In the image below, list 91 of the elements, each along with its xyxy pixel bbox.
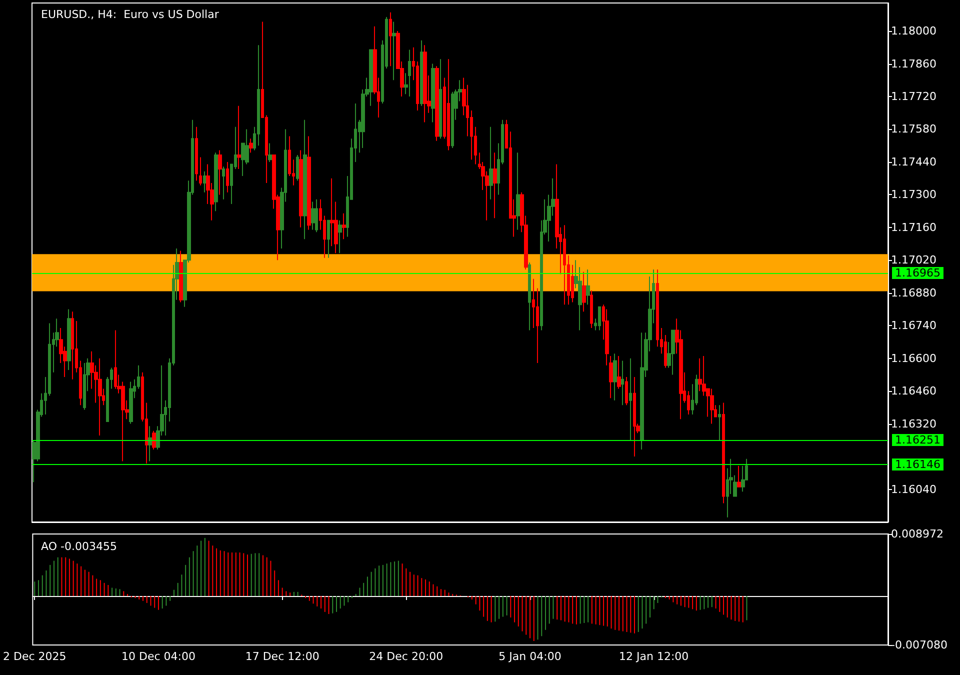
y-tick-label: 1.16040: [891, 482, 936, 496]
y-tick-label: -0.007080: [891, 638, 948, 652]
candlestick: [451, 91, 454, 148]
candlestick: [408, 49, 411, 98]
y-tick-label: 1.16460: [891, 384, 936, 398]
y-tick-label: 1.17160: [891, 220, 936, 234]
y-tick-label: 1.16320: [891, 417, 936, 430]
candlestick: [218, 150, 222, 196]
x-tick-label: 17 Dec 12:00: [245, 650, 320, 663]
candlestick: [222, 166, 225, 200]
y-tick-label: 1.17720: [891, 90, 936, 104]
candlestick: [489, 126, 493, 200]
candlestick: [439, 58, 442, 140]
candlestick: [493, 152, 497, 219]
candlestick: [249, 138, 253, 154]
candlestick: [268, 142, 272, 162]
y-tick-label: 1.17020: [891, 254, 936, 267]
candlestick: [598, 306, 601, 331]
ref-line-label: 1.16965: [895, 266, 940, 280]
candlestick: [307, 136, 311, 230]
candlestick: [327, 220, 330, 258]
candlestick: [435, 66, 439, 142]
candlestick: [420, 40, 423, 106]
candlestick: [516, 152, 520, 230]
candlestick: [629, 358, 632, 441]
candlestick: [315, 198, 318, 233]
candlestick: [633, 376, 636, 458]
text: AO -0.003455: [41, 540, 117, 553]
y-tick-label: 0.008972: [891, 528, 944, 540]
y-tick-label: 1.17860: [891, 57, 936, 70]
candlestick: [737, 465, 741, 488]
candlestick: [214, 152, 218, 212]
x-tick-label: 5 Jan 04:00: [498, 650, 562, 663]
candlestick: [203, 170, 206, 193]
candlestick: [431, 63, 435, 123]
x-tick-label: 2 Dec 2025: [2, 650, 66, 663]
candlestick: [71, 311, 74, 380]
candlestick: [369, 49, 373, 106]
ref-line-label: 1.16251: [895, 433, 940, 446]
candlestick: [621, 360, 624, 406]
x-tick-label: 12 Jan 12:00: [619, 650, 689, 663]
candlestick: [718, 404, 721, 441]
candlestick: [83, 362, 86, 410]
candlestick: [237, 105, 241, 170]
candlestick: [299, 150, 303, 228]
candlestick: [590, 290, 593, 328]
candlestick: [528, 262, 531, 331]
candlestick: [617, 356, 621, 390]
y-tick-label: 1.16880: [891, 286, 936, 300]
x-tick-label: 24 Dec 20:00: [369, 650, 444, 663]
y-tick-label: 1.17440: [891, 155, 936, 168]
candlestick: [195, 126, 198, 182]
candlestick: [698, 358, 702, 392]
y-tick-label: 1.18000: [891, 24, 936, 38]
candlestick: [722, 402, 725, 504]
candlestick: [342, 212, 346, 240]
candlestick: [199, 156, 202, 186]
candlestick: [613, 353, 617, 401]
text: EURUSD., H4: Euro vs US Dollar: [41, 8, 220, 21]
candlestick: [296, 154, 299, 182]
candlestick: [710, 388, 714, 424]
x-tick-label: 10 Dec 04:00: [121, 650, 196, 663]
candlestick: [392, 21, 396, 81]
y-tick-label: 1.16600: [891, 352, 936, 365]
candlestick: [311, 201, 315, 230]
candlestick: [447, 58, 450, 151]
candlestick: [179, 250, 183, 303]
candlestick: [338, 220, 342, 254]
candlestick: [129, 381, 133, 424]
ref-line-label: 1.16146: [895, 458, 940, 471]
candlestick: [303, 119, 307, 240]
candlestick: [625, 376, 628, 406]
candlestick: [671, 330, 675, 376]
candlestick: [98, 358, 102, 436]
candlestick: [586, 269, 590, 306]
candlestick: [423, 44, 427, 123]
candlestick: [389, 12, 392, 67]
candlestick: [609, 356, 613, 399]
candlestick: [148, 426, 152, 462]
candlestick: [563, 224, 566, 306]
candlestick: [152, 430, 156, 450]
candlestick: [114, 330, 117, 390]
candlestick: [640, 332, 644, 450]
candlestick: [582, 271, 586, 312]
candlestick: [257, 44, 260, 146]
y-tick-label: 1.17300: [891, 188, 936, 202]
candlestick: [605, 308, 609, 366]
candlestick: [67, 308, 71, 371]
y-tick-label: 1.16740: [891, 319, 936, 332]
candlestick: [226, 161, 229, 193]
y-tick-label: 1.17580: [891, 122, 936, 136]
